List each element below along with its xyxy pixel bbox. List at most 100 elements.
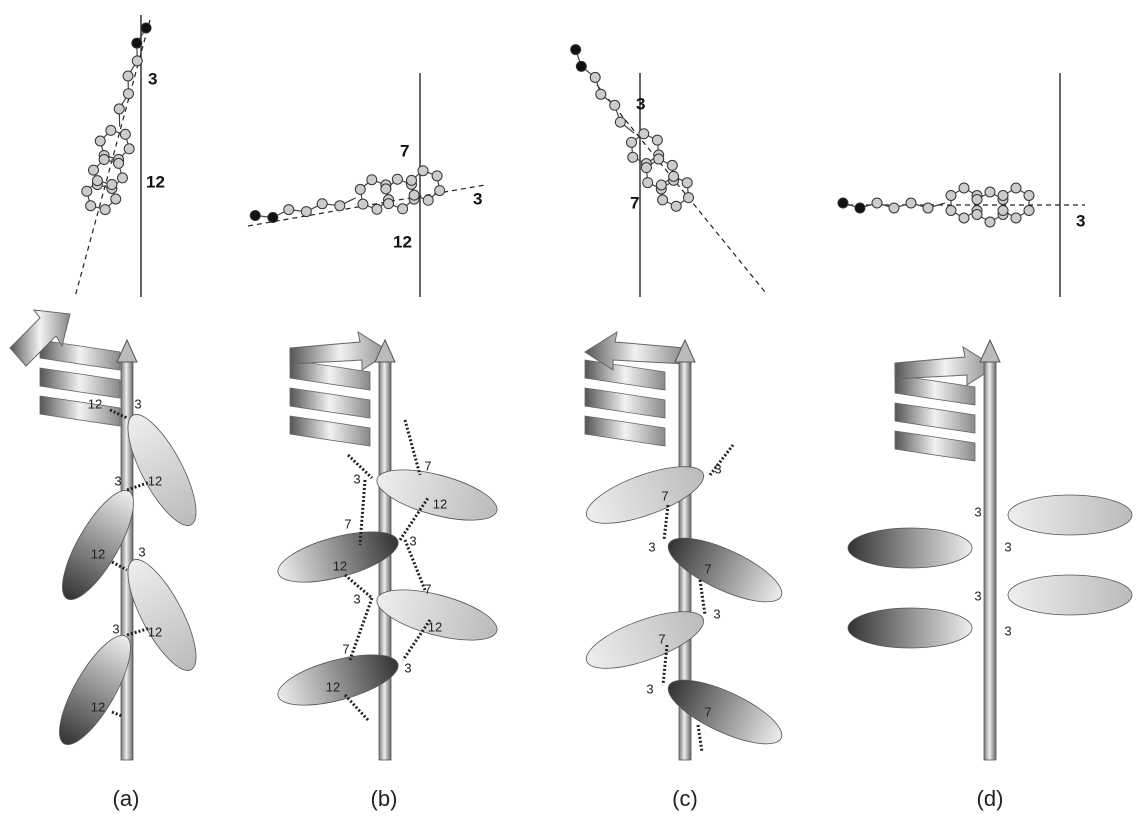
helix-label: 12 (333, 558, 347, 573)
atom (92, 176, 102, 186)
atom (123, 89, 133, 99)
helix-label: 3 (353, 591, 360, 606)
ribbon (895, 431, 975, 461)
atom (409, 190, 419, 200)
hydrogen-bond (112, 712, 122, 716)
atom (972, 210, 982, 220)
panel-caption: (d) (977, 786, 1004, 811)
atom (301, 207, 311, 217)
helix-label: 7 (704, 561, 711, 576)
molecule-label: 12 (146, 172, 165, 191)
panel-caption: (a) (113, 786, 140, 811)
atom (99, 155, 109, 165)
stacking-ellipse (848, 608, 972, 648)
atom (107, 180, 117, 190)
helix-label: 12 (326, 679, 340, 694)
rod (984, 360, 996, 760)
atom (435, 186, 445, 196)
helix-label: 12 (88, 396, 102, 411)
atom (872, 198, 882, 208)
molecule-label: 3 (473, 189, 482, 208)
molecule-label: 7 (400, 141, 409, 160)
atom (669, 171, 679, 181)
atom (398, 204, 408, 214)
helix-label: 3 (646, 681, 653, 696)
figure: 31212331212331212(a)71237312731237127312… (0, 0, 1136, 820)
atom (392, 174, 402, 184)
helix-label: 12 (148, 624, 162, 639)
molecule-label: 12 (393, 232, 412, 251)
hydrogen-bond (700, 580, 705, 615)
atom (284, 205, 294, 215)
atom (268, 212, 278, 222)
atom (1011, 213, 1021, 223)
atom (610, 100, 620, 110)
hydrogen-bond (698, 725, 702, 752)
atom (682, 178, 692, 188)
ribbon (290, 388, 370, 418)
atom (576, 61, 586, 71)
helix-label: 3 (404, 660, 411, 675)
hydrogen-bond (345, 695, 368, 720)
atom (667, 160, 677, 170)
atom (111, 194, 121, 204)
atom (141, 23, 151, 33)
atom (123, 71, 133, 81)
atom (120, 129, 130, 139)
atom (317, 199, 327, 209)
ribbon (895, 403, 975, 433)
helix-label: 3 (112, 621, 119, 636)
panel-caption: (c) (672, 786, 698, 811)
atom (972, 195, 982, 205)
helix-label: 3 (1004, 539, 1011, 554)
helix-label: 7 (424, 458, 431, 473)
atom (423, 195, 433, 205)
atom (641, 163, 651, 173)
helix-label: 12 (428, 619, 442, 634)
atom (100, 205, 110, 215)
helix-label: 7 (661, 488, 668, 503)
atom (89, 165, 99, 175)
helix-label: 12 (91, 699, 105, 714)
stacking-ellipse (372, 460, 502, 531)
ribbon (290, 360, 370, 390)
panel-caption: (b) (371, 786, 398, 811)
helix-label: 7 (704, 704, 711, 719)
atom (656, 180, 666, 190)
atom (923, 203, 933, 213)
atom (998, 206, 1008, 216)
atom (959, 213, 969, 223)
hydrogen-bond (664, 505, 668, 540)
helix-label: 3 (974, 588, 981, 603)
ribbon (585, 388, 665, 418)
atom (381, 184, 391, 194)
helix-label: 12 (148, 473, 162, 488)
atom (946, 191, 956, 201)
atom (959, 183, 969, 193)
atom (643, 178, 653, 188)
ribbon (40, 368, 120, 398)
helix-label: 3 (1004, 623, 1011, 638)
ribbon (290, 416, 370, 446)
helix-label: 12 (91, 546, 105, 561)
molecule-label: 7 (630, 193, 639, 212)
helix-label: 7 (424, 581, 431, 596)
hydrogen-bond (350, 598, 372, 660)
hydrogen-bond (405, 420, 420, 475)
rod-arrow (117, 340, 137, 362)
page: 31212331212331212(a)71237312731237127312… (0, 0, 1136, 820)
atom (418, 166, 428, 176)
atom (615, 117, 625, 127)
helix-label: 3 (713, 606, 720, 621)
atom (132, 56, 142, 66)
ribbon (40, 340, 120, 370)
rod-arrow (980, 340, 1000, 362)
ribbon (40, 396, 120, 426)
helix-label: 3 (409, 533, 416, 548)
atom (1024, 191, 1034, 201)
molecular-axis (597, 85, 765, 292)
atom (654, 154, 664, 164)
